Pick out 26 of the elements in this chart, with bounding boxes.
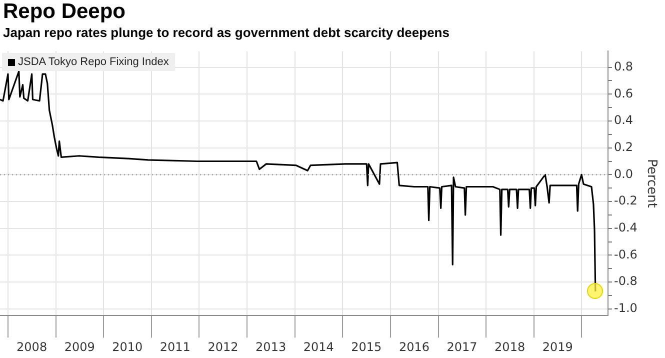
x-tick-label: 2013 xyxy=(256,340,286,354)
x-tick-label: 2010 xyxy=(112,340,143,354)
x-tick-label: 2019 xyxy=(542,340,573,354)
chart-subtitle: Japan repo rates plunge to record as government debt scarcity deepens xyxy=(3,25,450,40)
y-tick-label: 0.6 xyxy=(614,86,634,100)
x-tick-label: 2016 xyxy=(398,340,430,354)
y-axis-title: Percent xyxy=(644,158,659,208)
y-tick-label: -0.6 xyxy=(614,247,638,262)
y-tick-label: -1.0 xyxy=(614,301,638,316)
chart-title: Repo Deepo xyxy=(3,0,126,24)
x-tick-label: 2018 xyxy=(494,340,526,354)
x-tick-label: 2017 xyxy=(446,340,478,354)
x-tick-label: 2011 xyxy=(160,340,190,354)
y-tick-label: -0.2 xyxy=(614,194,638,208)
y-tick-label: -0.8 xyxy=(614,274,638,288)
y-tick-label: 0.4 xyxy=(614,113,634,128)
x-tick-label: 2014 xyxy=(303,340,334,354)
y-tick-label: 0.0 xyxy=(614,166,634,181)
y-tick-label: 0.8 xyxy=(614,59,634,74)
legend-label: JSDA Tokyo Repo Fixing Index xyxy=(18,56,169,68)
x-tick-label: 2008 xyxy=(16,340,48,354)
y-tick-label: -0.4 xyxy=(614,220,638,234)
x-tick-label: 2015 xyxy=(351,340,382,354)
y-tick-label: 0.2 xyxy=(614,140,634,154)
x-tick-label: 2009 xyxy=(64,340,95,354)
x-tick-label: 2012 xyxy=(208,340,238,354)
